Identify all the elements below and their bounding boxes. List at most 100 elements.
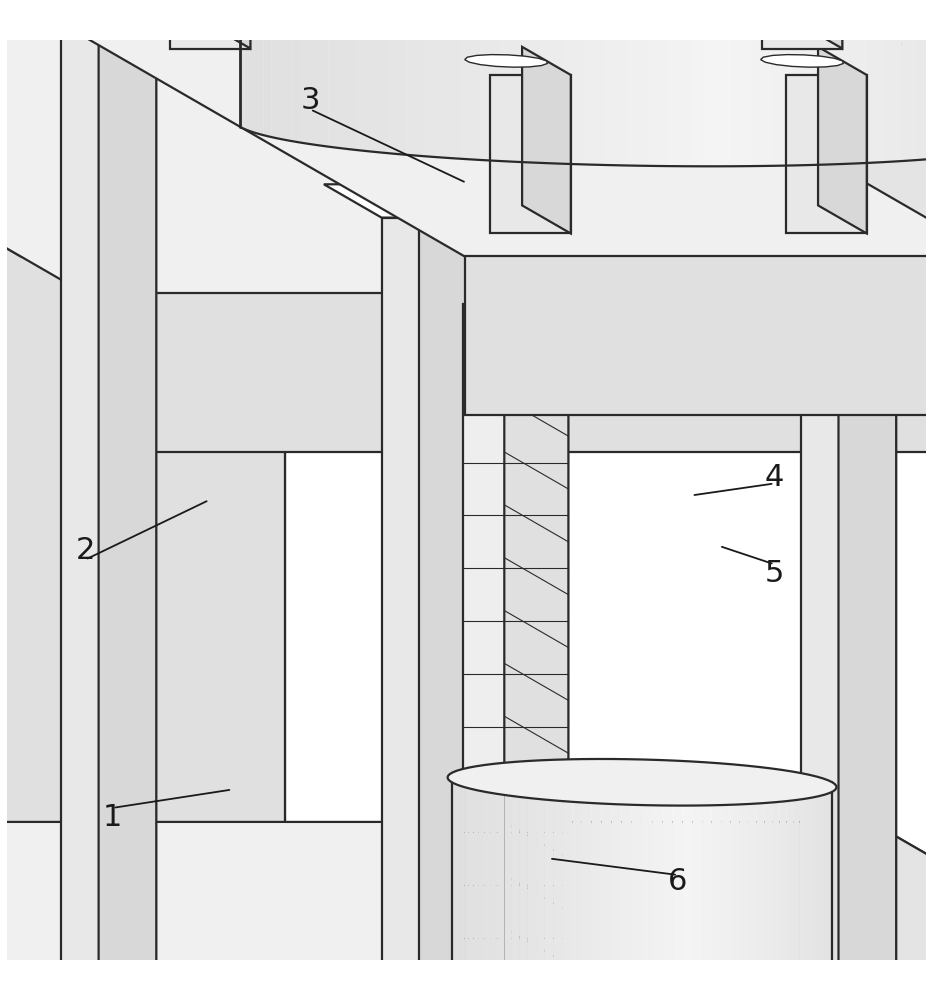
Polygon shape [500,0,521,162]
Polygon shape [4,0,156,33]
Polygon shape [662,805,673,1000]
Polygon shape [536,799,545,1000]
Polygon shape [572,802,582,1000]
Polygon shape [520,797,528,1000]
Polygon shape [832,782,834,1000]
Polygon shape [99,0,156,1000]
Polygon shape [419,184,477,1000]
Polygon shape [324,184,477,218]
Polygon shape [382,218,477,1000]
Polygon shape [793,800,800,1000]
Polygon shape [454,784,457,1000]
Polygon shape [465,256,933,415]
Polygon shape [0,0,933,293]
Polygon shape [480,0,500,161]
Polygon shape [541,0,562,164]
Polygon shape [621,804,632,1000]
Polygon shape [668,0,689,166]
Polygon shape [850,0,868,164]
Polygon shape [522,47,571,233]
Polygon shape [712,805,721,1000]
Polygon shape [315,0,328,147]
Polygon shape [739,804,748,1000]
Polygon shape [424,0,442,158]
Polygon shape [170,0,250,49]
Polygon shape [794,0,842,49]
Polygon shape [811,797,815,1000]
Polygon shape [611,804,621,1000]
Polygon shape [902,0,918,161]
Polygon shape [468,788,474,1000]
Polygon shape [731,804,739,1000]
Polygon shape [839,0,897,1000]
Polygon shape [484,792,491,1000]
Polygon shape [21,256,285,1000]
Polygon shape [491,793,497,1000]
Polygon shape [820,795,824,1000]
Polygon shape [762,0,842,49]
Polygon shape [764,802,773,1000]
Polygon shape [604,0,625,165]
Polygon shape [250,0,256,133]
Polygon shape [340,989,933,1000]
Text: 1: 1 [103,803,122,832]
Polygon shape [497,794,505,1000]
Polygon shape [256,0,263,135]
Polygon shape [281,0,291,141]
Polygon shape [461,0,480,160]
Polygon shape [0,822,933,1000]
Polygon shape [824,794,827,1000]
Polygon shape [689,0,710,166]
Polygon shape [801,33,897,1000]
Polygon shape [303,0,315,145]
Polygon shape [757,803,764,1000]
Polygon shape [563,801,572,1000]
Polygon shape [831,0,850,164]
Polygon shape [272,0,281,139]
Polygon shape [512,796,520,1000]
Polygon shape [834,784,835,1000]
Polygon shape [868,0,885,163]
Text: 5: 5 [765,559,784,588]
Polygon shape [465,55,548,67]
Polygon shape [461,786,465,1000]
Polygon shape [85,293,933,452]
Polygon shape [827,793,829,1000]
Polygon shape [263,0,272,137]
Polygon shape [710,0,731,166]
Polygon shape [62,33,156,1000]
Polygon shape [625,0,647,166]
Polygon shape [819,0,933,415]
Polygon shape [871,0,933,452]
Polygon shape [491,75,571,233]
Polygon shape [885,0,902,162]
Polygon shape [0,71,285,256]
Polygon shape [373,0,389,153]
Polygon shape [562,0,583,164]
Polygon shape [457,785,461,1000]
Polygon shape [16,0,933,256]
Polygon shape [918,0,933,160]
Polygon shape [832,791,834,1000]
Polygon shape [448,759,837,806]
Polygon shape [673,806,682,1000]
Polygon shape [202,0,250,49]
Polygon shape [652,805,662,1000]
Polygon shape [702,805,712,1000]
Polygon shape [805,798,811,1000]
Polygon shape [760,55,843,67]
Polygon shape [787,75,867,233]
Polygon shape [748,804,757,1000]
Polygon shape [721,805,731,1000]
Polygon shape [583,0,604,165]
Polygon shape [682,806,692,1000]
Polygon shape [602,804,611,1000]
Polygon shape [829,792,832,1000]
Polygon shape [545,800,553,1000]
Polygon shape [553,800,563,1000]
Polygon shape [773,802,780,1000]
Polygon shape [328,0,342,148]
Polygon shape [815,796,820,1000]
Text: 3: 3 [300,86,320,115]
Polygon shape [812,0,831,165]
